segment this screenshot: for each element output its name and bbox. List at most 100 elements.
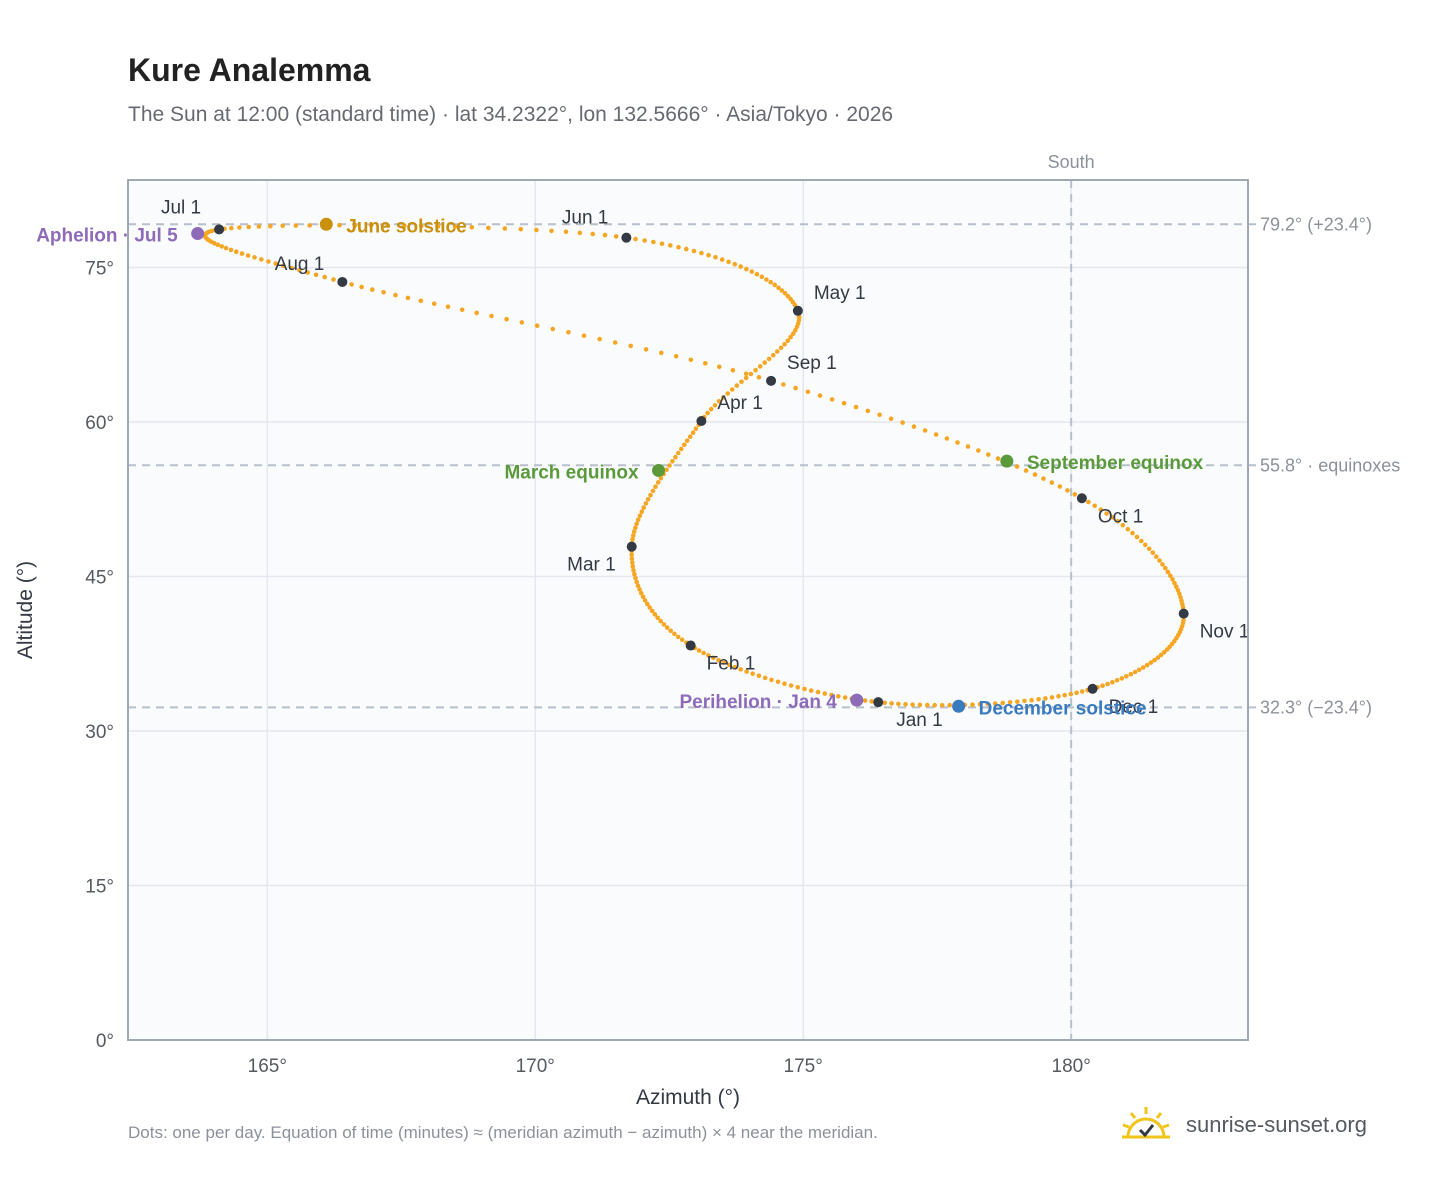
daily-dot [1036, 697, 1041, 702]
event-marker-label: December solstice [979, 698, 1147, 719]
daily-dot [986, 452, 991, 457]
daily-dot [762, 360, 767, 365]
daily-dot [489, 313, 494, 319]
daily-dot [684, 246, 689, 252]
daily-dot [228, 247, 234, 253]
daily-dot [234, 249, 239, 254]
daily-dot [965, 444, 971, 449]
event-marker-dot [952, 699, 966, 713]
daily-dot [976, 448, 981, 453]
daily-dot [534, 227, 539, 233]
daily-dot [550, 326, 556, 332]
daily-dot [633, 575, 638, 581]
daily-dot [1072, 492, 1078, 497]
daily-dot [970, 702, 975, 707]
daily-dot [673, 354, 679, 359]
month-marker-label: Mar 1 [567, 555, 616, 576]
daily-dot [1124, 674, 1129, 679]
month-marker-dot [873, 697, 884, 708]
daily-dot [790, 331, 796, 337]
daily-dot [643, 501, 649, 506]
daily-dot [643, 347, 649, 352]
daily-dot [676, 244, 681, 250]
brand[interactable]: sunrise-sunset.org [1120, 1100, 1367, 1150]
daily-dot [869, 699, 874, 704]
daily-dot [293, 223, 299, 228]
month-markers: Jan 1 Feb 1 Mar 1 Apr 1 May 1 Jun 1 Jul 1 Aug 1… [161, 197, 1249, 731]
month-marker-dot [626, 541, 637, 552]
daily-dot [1155, 655, 1161, 660]
daily-dot [917, 702, 923, 708]
month-marker-label: Jul 1 [161, 197, 201, 218]
daily-dot [597, 336, 602, 342]
daily-dot [778, 345, 784, 351]
daily-dot [602, 232, 608, 238]
daily-dot [668, 628, 673, 634]
daily-dot [266, 259, 271, 264]
daily-dot [676, 450, 681, 456]
daily-dot [939, 703, 945, 708]
daily-dot [459, 307, 465, 313]
daily-dot [732, 261, 738, 267]
daily-dot [1110, 679, 1115, 685]
daily-dot [215, 242, 220, 248]
daily-dot [239, 251, 245, 256]
daily-dot [719, 257, 725, 262]
daily-dot [1065, 488, 1070, 493]
daily-dot [766, 356, 772, 362]
daily-dot [688, 357, 694, 363]
daily-dot [1160, 562, 1165, 567]
daily-dot [771, 352, 776, 358]
daily-dot [1172, 580, 1177, 586]
month-marker-label: Nov 1 [1200, 622, 1250, 643]
daily-dot [305, 270, 311, 275]
daily-dot [1157, 558, 1162, 563]
south-label: South [1048, 152, 1095, 172]
y-axis-label: Altitude (°) [14, 561, 37, 659]
daily-dot [750, 671, 755, 676]
daily-dot [699, 250, 704, 256]
month-marker-label: Sep 1 [787, 353, 837, 374]
daily-dot [1125, 526, 1131, 532]
daily-dot [836, 694, 841, 699]
daily-dot [631, 568, 636, 573]
daily-dot [634, 521, 639, 527]
month-marker-label: Oct 1 [1098, 506, 1143, 527]
x-tick-label: 170° [516, 1056, 555, 1077]
daily-dot [648, 492, 653, 498]
daily-dot [1139, 538, 1144, 544]
daily-dot [889, 701, 894, 706]
chart-title: Kure Analemma [128, 52, 371, 88]
daily-dot [405, 295, 411, 301]
daily-dot [659, 350, 664, 356]
daily-dot [1049, 695, 1055, 700]
daily-dot [297, 267, 302, 273]
daily-dot [1092, 503, 1097, 509]
daily-dot [1049, 480, 1055, 485]
daily-dot [1120, 522, 1126, 528]
daily-dot [368, 223, 374, 228]
daily-dot [768, 279, 773, 285]
month-marker-dot [337, 276, 348, 287]
daily-dot [762, 675, 768, 681]
daily-dot [696, 648, 702, 653]
month-marker-dot [1178, 608, 1189, 619]
month-marker-dot [1087, 683, 1098, 694]
daily-dot [877, 412, 882, 418]
daily-dot [739, 379, 744, 385]
x-axis-label: Azimuth (°) [636, 1086, 740, 1109]
daily-dot [664, 625, 670, 630]
daily-dot [642, 238, 647, 243]
event-marker-dot [191, 227, 205, 241]
daily-dot [1130, 530, 1135, 536]
daily-dot [756, 673, 762, 679]
daily-dot [743, 375, 749, 381]
daily-dot [795, 685, 801, 690]
daily-dot [781, 382, 786, 387]
daily-dot [549, 228, 554, 234]
daily-dot [734, 383, 740, 388]
daily-dot [1110, 515, 1115, 520]
daily-dot [1086, 499, 1091, 505]
daily-dot [246, 224, 251, 230]
month-marker-dot [685, 640, 696, 651]
